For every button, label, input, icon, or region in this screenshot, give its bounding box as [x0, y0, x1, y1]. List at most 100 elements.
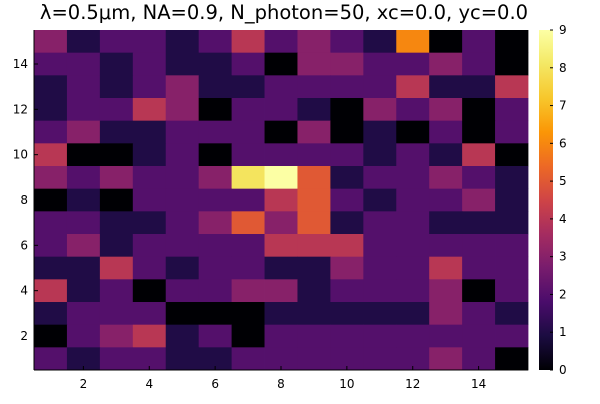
heatmap-cell [99, 166, 134, 190]
heatmap-cell [66, 120, 101, 144]
heatmap-cell [34, 75, 68, 99]
heatmap-cell [34, 188, 68, 212]
heatmap-cell [34, 302, 68, 326]
heatmap-cell [363, 120, 397, 144]
heatmap-cell [99, 302, 134, 326]
heatmap-cell [462, 302, 496, 326]
heatmap-cell [396, 279, 430, 303]
heatmap-cell [297, 143, 331, 167]
heatmap-cell [495, 211, 529, 235]
heatmap-cell [132, 302, 167, 326]
heatmap-cell [165, 256, 200, 280]
colorbar-tick-label: 5 [559, 174, 567, 188]
heatmap-cell [99, 347, 134, 371]
heatmap-cell [396, 347, 430, 371]
heatmap-cell [462, 211, 496, 235]
heatmap-cell [363, 256, 397, 280]
heatmap-cell [99, 234, 134, 258]
heatmap-cell [297, 75, 331, 99]
colorbar-tick-label: 1 [559, 325, 567, 339]
heatmap-cell [165, 279, 200, 303]
heatmap-cell [396, 98, 430, 122]
heatmap-cell [330, 347, 364, 371]
heatmap-cell [330, 75, 364, 99]
heatmap-cell [132, 120, 167, 144]
heatmap-cell [198, 75, 232, 99]
heatmap-cell [495, 30, 529, 54]
heatmap-cell [34, 30, 68, 54]
heatmap-cell [462, 234, 496, 258]
heatmap-cell [231, 211, 265, 235]
heatmap-cell [66, 211, 101, 235]
heatmap-cell [165, 98, 200, 122]
x-tick-label: 6 [211, 377, 219, 391]
heatmap-cell [198, 52, 232, 76]
heatmap-cell [231, 279, 265, 303]
heatmap-cell [396, 188, 430, 212]
heatmap-cell [264, 98, 298, 122]
heatmap-cell [495, 279, 529, 303]
heatmap-cell [429, 234, 463, 258]
heatmap-cell [297, 166, 331, 190]
heatmap-cell [165, 143, 200, 167]
heatmap-cell [330, 120, 364, 144]
heatmap-cell [198, 98, 232, 122]
heatmap-cell [231, 166, 265, 190]
colorbar-tick-label: 4 [559, 212, 567, 226]
heatmap-cell [99, 143, 134, 167]
colorbar-tick-label: 7 [559, 99, 567, 113]
heatmap-cell [99, 188, 134, 212]
x-tick-label: 8 [277, 377, 285, 391]
heatmap-cell [66, 75, 101, 99]
heatmap-cell [99, 279, 134, 303]
heatmap-cell [132, 324, 167, 348]
heatmap-cell [297, 52, 331, 76]
heatmap-cell [495, 234, 529, 258]
colorbar-tick-label: 0 [559, 363, 567, 377]
heatmap-cell [429, 143, 463, 167]
x-tick-label: 10 [339, 377, 354, 391]
heatmap-cell [198, 302, 232, 326]
heatmap-cell [198, 143, 232, 167]
heatmap-cell [198, 30, 232, 54]
heatmap-cell [330, 98, 364, 122]
heatmap-cell [297, 347, 331, 371]
heatmap-cell [363, 279, 397, 303]
colorbar-tick-label: 8 [559, 61, 567, 75]
heatmap-cell [132, 234, 167, 258]
heatmap-cell [297, 120, 331, 144]
colorbar-tick-label: 3 [559, 250, 567, 264]
heatmap-cell [330, 143, 364, 167]
heatmap-cell [429, 279, 463, 303]
heatmap-cell [462, 30, 496, 54]
heatmap-cell [66, 52, 101, 76]
y-tick-label: 10 [13, 148, 28, 162]
heatmap-cell [34, 279, 68, 303]
heatmap-cell [264, 256, 298, 280]
heatmap-cell [66, 256, 101, 280]
heatmap-cell [66, 302, 101, 326]
heatmap-cell [165, 324, 200, 348]
heatmap-cell [132, 143, 167, 167]
heatmap-cell [198, 120, 232, 144]
heatmap-cell [396, 234, 430, 258]
heatmap-cell [363, 188, 397, 212]
heatmap-cell [198, 324, 232, 348]
heatmap-cell [66, 234, 101, 258]
heatmap-cell [99, 324, 134, 348]
heatmap-cell [330, 188, 364, 212]
heatmap-cell [165, 166, 200, 190]
heatmap-cell [429, 120, 463, 144]
heatmap-cell [264, 279, 298, 303]
heatmap-cell [264, 120, 298, 144]
heatmap-cell [363, 324, 397, 348]
heatmap-cell [66, 98, 101, 122]
heatmap-cell [165, 234, 200, 258]
heatmap-cell [462, 166, 496, 190]
heatmap-cell [396, 75, 430, 99]
heatmap-cell [297, 98, 331, 122]
heatmap-cell [165, 52, 200, 76]
heatmap-cell [132, 75, 167, 99]
heatmap-cell [330, 279, 364, 303]
